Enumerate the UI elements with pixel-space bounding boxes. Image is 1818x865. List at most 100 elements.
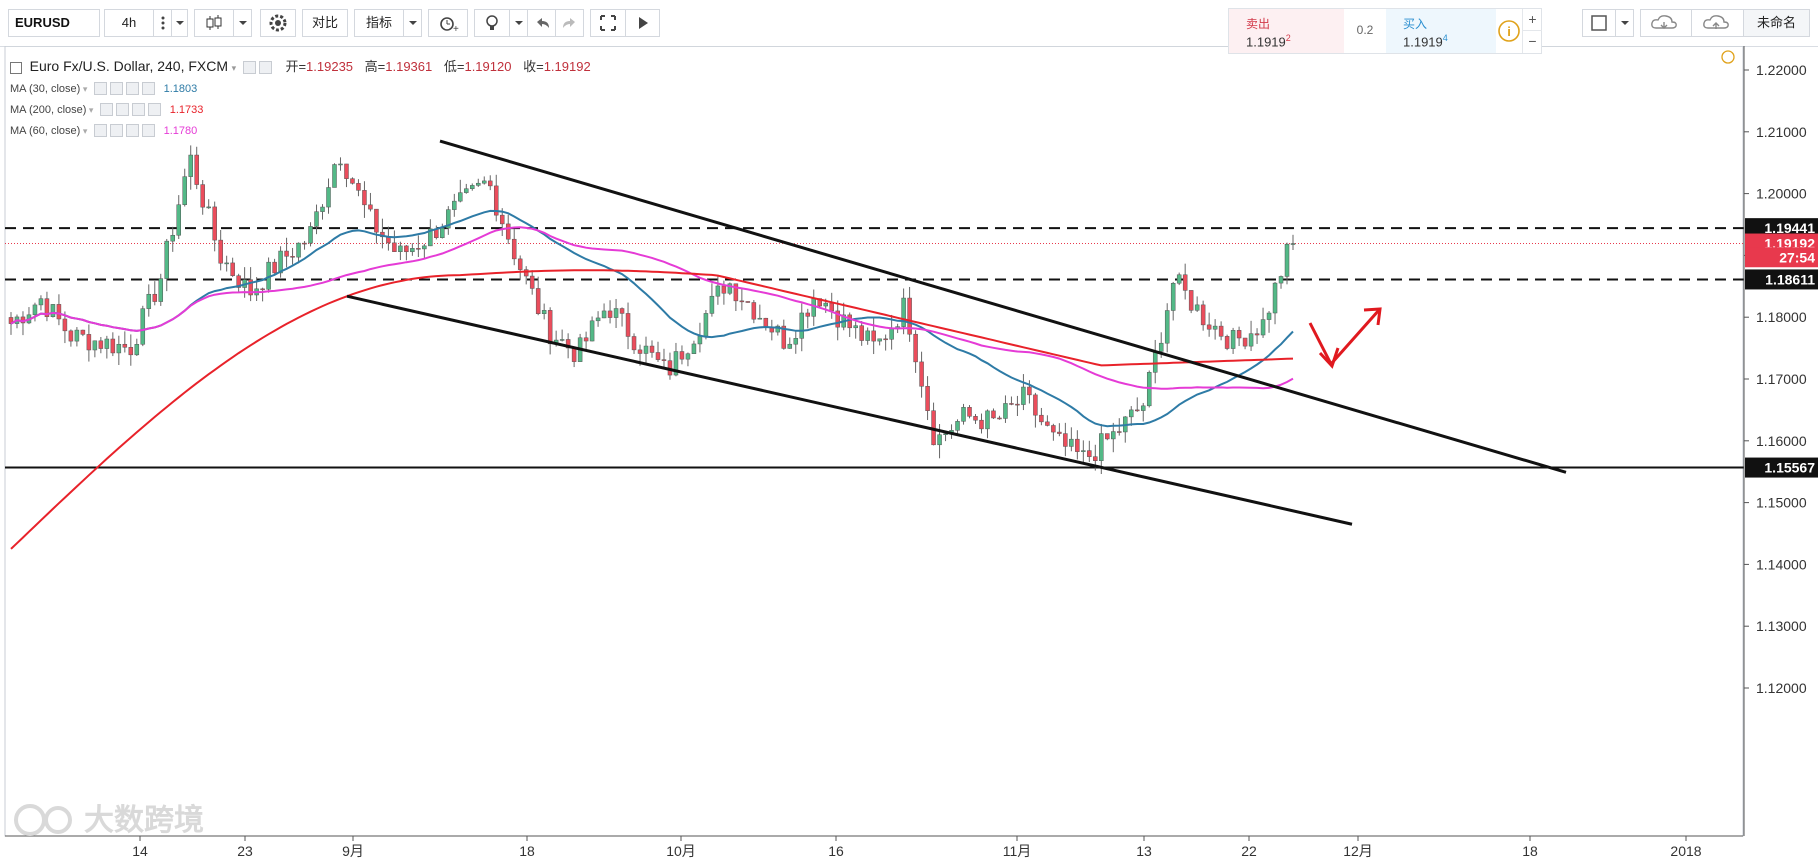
candle-body	[98, 340, 104, 349]
candle-body	[470, 185, 475, 189]
candle-body	[1212, 325, 1218, 330]
candle-body	[595, 317, 601, 322]
svg-text:i: i	[1507, 24, 1511, 39]
replay-button[interactable]	[626, 9, 660, 37]
layout-button[interactable]	[1582, 9, 1616, 37]
candle-body	[985, 410, 990, 430]
info-button[interactable]: i	[1496, 9, 1522, 53]
indicators-dropdown-icon[interactable]	[404, 9, 422, 37]
symbol-input[interactable]: EURUSD	[8, 9, 100, 37]
time-tick-label: 11月	[1003, 843, 1032, 859]
interval-label: 4h	[121, 15, 137, 30]
candle-body	[547, 310, 553, 345]
candle-body	[170, 234, 175, 242]
alert-button[interactable]: +	[428, 9, 468, 37]
candle-body	[1021, 386, 1026, 405]
candle-body	[991, 410, 996, 419]
price-axis-label-bg	[1745, 218, 1818, 239]
quantity-decrease-button[interactable]: −	[1522, 31, 1542, 53]
settings-icon[interactable]	[109, 124, 123, 138]
collapse-icon[interactable]	[10, 61, 22, 74]
settings-icon[interactable]	[258, 61, 272, 75]
candle-body	[134, 344, 140, 356]
candle-body	[1087, 450, 1092, 457]
eye-icon[interactable]	[93, 124, 107, 138]
close-icon[interactable]	[141, 124, 155, 138]
arrow-head-up	[1363, 307, 1382, 326]
candle-body	[38, 298, 44, 306]
candle-body	[499, 214, 505, 225]
candle-body	[571, 347, 577, 362]
price-axis-label: 1.15567	[1764, 460, 1815, 476]
candle-body	[661, 359, 667, 361]
buy-button[interactable]: 买入 1.19194	[1386, 9, 1496, 53]
close-icon[interactable]	[148, 103, 162, 117]
candles-icon	[206, 15, 222, 30]
time-axis[interactable]: 14 23 9月 18 10月 16 11月 13 22 12月 18 2018	[5, 835, 1743, 859]
sell-button[interactable]: 卖出 1.19192	[1229, 9, 1344, 53]
grid-lines	[4, 45, 1744, 837]
chart-name-button[interactable]: 未命名	[1744, 9, 1810, 37]
cloud-save-button[interactable]	[1692, 9, 1744, 37]
fullscreen-icon	[600, 15, 616, 31]
price-chart[interactable]: 1.220001.210001.200001.190001.180001.170…	[0, 45, 1818, 860]
price-tick-label: 1.20000	[1756, 186, 1807, 202]
candle-body	[1051, 425, 1056, 433]
candle-body	[1045, 421, 1050, 426]
candle-body	[859, 325, 864, 341]
plus-icon[interactable]	[132, 103, 146, 117]
plus-icon[interactable]	[125, 82, 139, 96]
watermark-logo-icon	[14, 804, 46, 836]
lightbulb-icon	[486, 15, 498, 30]
eye-icon[interactable]	[100, 103, 114, 117]
cloud-load-button[interactable]	[1640, 9, 1692, 37]
compare-button[interactable]: 对比	[302, 9, 348, 37]
candle-body	[236, 275, 241, 288]
sell-price: 1.19192	[1246, 33, 1291, 50]
candle-body	[517, 258, 523, 270]
interval-more-icon[interactable]	[154, 9, 172, 37]
ma200-value: 1.1733	[169, 104, 204, 116]
legend-title-row: Euro Fx/U.S. Dollar, 240, FXCM ▾ 开=1.192…	[10, 56, 591, 77]
ideas-dropdown-icon[interactable]	[510, 9, 528, 37]
settings-icon[interactable]	[109, 82, 123, 96]
candle-body	[805, 312, 811, 317]
spread-value: 0.2	[1356, 23, 1374, 37]
interval-dropdown-icon[interactable]	[172, 9, 188, 37]
candle-body	[631, 336, 637, 351]
candle-body	[685, 353, 691, 360]
eye-icon[interactable]	[242, 61, 256, 75]
chart-type-button[interactable]	[194, 9, 234, 37]
interval-button[interactable]: 4h	[104, 9, 154, 37]
quantity-increase-button[interactable]: +	[1522, 9, 1542, 31]
candle-body	[967, 407, 972, 417]
time-tick-label: 22	[1241, 843, 1257, 859]
legend-ma-row: MA (60, close) ▾ 1.1780	[10, 124, 198, 138]
candle-body	[757, 317, 763, 320]
candle-body	[865, 330, 870, 341]
ma200-line	[10, 269, 1294, 550]
undo-button[interactable]	[528, 9, 556, 37]
redo-button[interactable]	[556, 9, 584, 37]
ideas-button[interactable]	[474, 9, 510, 37]
candle-body	[1015, 403, 1020, 406]
chart-area[interactable]: 1.220001.210001.200001.190001.180001.170…	[0, 45, 1818, 860]
chart-type-dropdown-icon[interactable]	[234, 9, 252, 37]
settings-icon[interactable]	[116, 103, 130, 117]
indicators-button[interactable]: 指标	[354, 9, 404, 37]
channel-lower-line	[346, 294, 1353, 526]
close-icon[interactable]	[141, 82, 155, 96]
ma30-line	[10, 209, 1294, 428]
candle-body	[649, 345, 655, 353]
eye-icon[interactable]	[93, 82, 107, 96]
price-axis[interactable]: 1.220001.210001.200001.190001.180001.170…	[1743, 46, 1818, 836]
fullscreen-button[interactable]	[590, 9, 626, 37]
layout-dropdown-icon[interactable]	[1616, 9, 1634, 37]
plus-icon[interactable]	[125, 124, 139, 138]
candle-body	[673, 351, 679, 376]
settings-button[interactable]	[260, 9, 296, 37]
projection-arrow	[1308, 309, 1381, 367]
candle-body	[368, 204, 373, 210]
moving-averages	[10, 209, 1294, 550]
candle-body	[86, 334, 92, 351]
